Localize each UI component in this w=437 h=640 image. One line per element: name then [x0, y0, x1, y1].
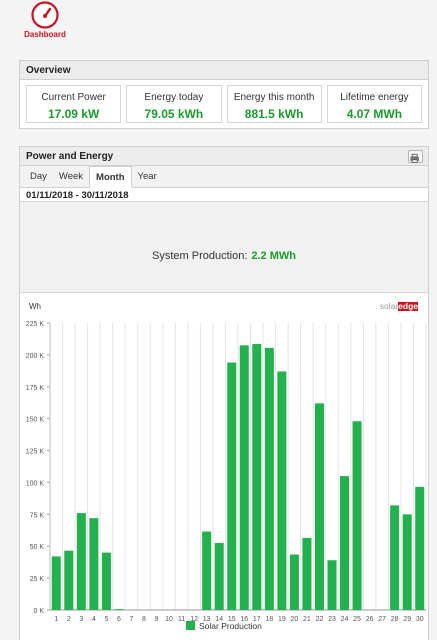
tile-value: 79.05 kWh	[144, 107, 204, 121]
production-bar	[51, 556, 61, 610]
x-tick-label: 4	[92, 616, 96, 623]
y-axis-unit-label: Wh	[29, 302, 41, 311]
production-value: 2.2 MWh	[251, 250, 296, 262]
production-bar	[239, 345, 249, 610]
x-tick-label: 23	[328, 616, 336, 623]
x-tick-label: 22	[316, 616, 324, 623]
x-tick-label: 9	[155, 616, 159, 623]
tab-week[interactable]: Week	[58, 171, 84, 182]
tile-label: Energy today	[144, 92, 204, 103]
production-bar	[114, 609, 124, 610]
y-tick-label: 125 K	[26, 449, 45, 456]
power-energy-panel: Power and Energy Day Week Month Year 01/…	[19, 146, 429, 640]
tile-value: 881.5 kWh	[244, 107, 304, 121]
production-bar	[302, 537, 312, 610]
production-bar	[101, 552, 111, 610]
tile-label: Lifetime energy	[340, 92, 409, 103]
production-bar	[264, 347, 274, 610]
x-tick-label: 30	[416, 616, 424, 623]
production-bar	[352, 421, 362, 610]
tile-label: Energy this month	[233, 92, 315, 103]
production-bar	[340, 476, 350, 610]
production-label: System Production:	[152, 250, 248, 262]
dashboard-gauge-icon	[31, 1, 59, 29]
x-tick-label: 7	[130, 616, 134, 623]
x-tick-label: 10	[165, 616, 173, 623]
period-tabs: Day Week Month Year	[20, 166, 428, 188]
tab-day[interactable]: Day	[30, 171, 47, 182]
dashboard-label: Dashboard	[24, 30, 66, 39]
x-tick-label: 6	[117, 616, 121, 623]
x-tick-label: 15	[228, 616, 236, 623]
overview-title: Overview	[20, 61, 428, 80]
dashboard-nav[interactable]: Dashboard	[22, 0, 68, 44]
lifetime-energy-tile: Lifetime energy 4.07 MWh	[326, 85, 422, 123]
x-tick-label: 8	[142, 616, 146, 623]
power-energy-title: Power and Energy	[20, 147, 428, 166]
brand-logo: solaredge	[380, 301, 419, 311]
y-tick-label: 175 K	[26, 385, 45, 392]
x-tick-label: 18	[265, 616, 273, 623]
production-bar	[214, 543, 224, 610]
production-bar	[390, 505, 400, 610]
printer-icon	[410, 153, 419, 163]
tile-value: 17.09 kW	[47, 107, 100, 121]
system-production: System Production: 2.2 MWh	[20, 202, 428, 293]
production-bar	[76, 513, 86, 610]
y-tick-label: 150 K	[26, 417, 45, 424]
tab-month[interactable]: Month	[89, 166, 132, 188]
x-tick-label: 14	[215, 616, 223, 623]
legend-label: Solar Production	[199, 621, 262, 631]
y-tick-label: 75 K	[30, 512, 45, 519]
production-chart: Wh solaredge 0 K 25 K 50 K 75 K 100 K 125 K 150 …	[26, 301, 427, 631]
x-tick-label: 28	[391, 616, 399, 623]
production-chart-area: Wh solaredge 0 K 25 K 50 K 75 K 100 K 125 K 150 …	[20, 293, 428, 640]
x-tick-label: 19	[278, 616, 286, 623]
brand-logo-badge	[398, 302, 418, 311]
y-tick-label: 0 K	[33, 608, 44, 615]
production-bar	[64, 550, 74, 610]
x-tick-label: 21	[303, 616, 311, 623]
x-tick-label: 12	[190, 616, 198, 623]
production-bar	[252, 344, 262, 610]
overview-panel: Overview Current Power 17.09 kW Energy t…	[19, 60, 429, 129]
x-tick-label: 11	[178, 616, 185, 623]
y-tick-label: 100 K	[26, 480, 45, 487]
x-tick-label: 24	[341, 616, 349, 623]
x-tick-label: 13	[203, 616, 211, 623]
tab-year[interactable]: Year	[137, 171, 157, 182]
x-tick-label: 17	[253, 616, 261, 623]
x-tick-label: 26	[366, 616, 374, 623]
x-tick-label: 5	[104, 616, 108, 623]
energy-month-tile: Energy this month 881.5 kWh	[226, 85, 322, 123]
x-tick-label: 20	[291, 616, 299, 623]
tile-value: 4.07 MWh	[346, 107, 403, 121]
production-bar	[327, 560, 337, 610]
production-bar	[289, 554, 299, 610]
y-tick-label: 50 K	[30, 544, 45, 551]
production-bar	[227, 362, 237, 610]
current-power-tile: Current Power 17.09 kW	[26, 85, 122, 123]
export-button[interactable]	[408, 150, 423, 163]
production-bar	[277, 371, 287, 610]
legend-swatch	[186, 621, 195, 630]
date-range: 01/11/2018 - 30/11/2018	[20, 188, 428, 202]
x-tick-label: 16	[240, 616, 248, 623]
y-tick-label: 200 K	[26, 353, 45, 360]
tile-label: Current Power	[41, 92, 106, 103]
production-bar	[415, 486, 425, 610]
x-tick-label: 27	[378, 616, 386, 623]
production-bar	[402, 514, 412, 610]
x-tick-label: 29	[403, 616, 411, 623]
production-bar	[202, 531, 212, 610]
production-bar	[89, 518, 99, 610]
y-tick-label: 25 K	[30, 576, 45, 583]
x-tick-label: 25	[353, 616, 361, 623]
x-tick-label: 1	[54, 616, 58, 623]
energy-today-tile: Energy today 79.05 kWh	[126, 85, 222, 123]
y-tick-label: 225 K	[26, 321, 45, 328]
x-tick-label: 2	[67, 616, 71, 623]
production-bar	[314, 403, 324, 610]
x-tick-label: 3	[79, 616, 83, 623]
